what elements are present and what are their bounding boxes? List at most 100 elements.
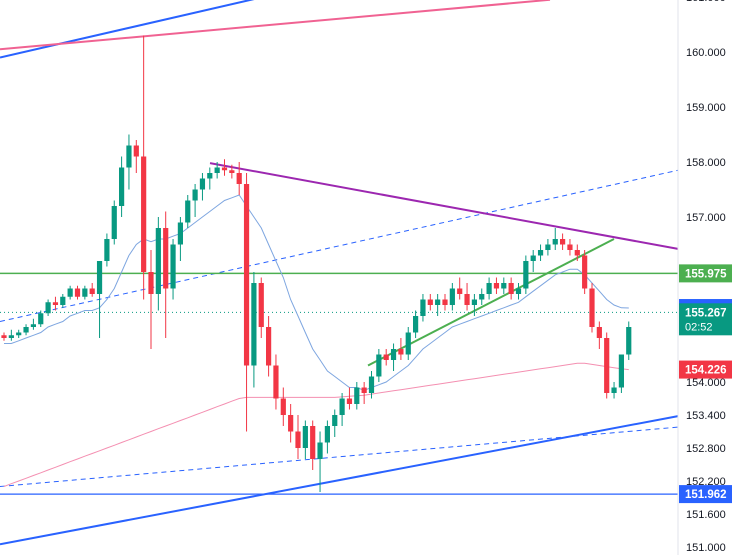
candle-body xyxy=(119,167,125,206)
candle-body xyxy=(515,288,522,294)
candle xyxy=(361,382,367,404)
candle-body xyxy=(273,365,279,399)
candle-body xyxy=(582,255,588,289)
y-tick-label: 157.000 xyxy=(686,212,726,224)
candle xyxy=(8,329,14,341)
candle xyxy=(523,255,529,294)
candle xyxy=(354,382,360,410)
candle-body xyxy=(457,288,463,294)
candle xyxy=(67,285,73,300)
level-badge-label: 151.962 xyxy=(685,489,727,501)
candle-body xyxy=(82,288,88,297)
candle-body xyxy=(30,324,36,327)
candle xyxy=(324,420,330,454)
candle-body xyxy=(23,327,29,333)
trendline-blue-lower[interactable] xyxy=(0,415,679,546)
candle-body xyxy=(545,244,551,250)
candle-body xyxy=(8,335,14,338)
candle-body xyxy=(280,398,286,415)
candle-body xyxy=(339,398,345,415)
candle-body xyxy=(604,338,610,393)
candle-body xyxy=(354,387,360,404)
candle xyxy=(479,288,485,305)
candle-body xyxy=(501,283,507,289)
candle-body xyxy=(361,387,367,393)
candle xyxy=(133,140,139,173)
candle-body xyxy=(574,250,580,256)
candle-body xyxy=(376,354,382,377)
candle-body xyxy=(52,302,59,305)
candle-body xyxy=(567,244,573,250)
candle xyxy=(515,283,522,300)
candle-body xyxy=(508,283,514,294)
candle-body xyxy=(471,299,477,305)
candle-body xyxy=(405,332,411,355)
candle-body xyxy=(479,294,485,300)
candle xyxy=(604,332,610,399)
candle-body xyxy=(45,302,51,314)
candle xyxy=(243,173,250,432)
y-tick-label: 153.400 xyxy=(686,410,726,422)
candle xyxy=(457,277,463,300)
candle xyxy=(618,354,624,393)
y-tick-label: 161.000 xyxy=(686,0,726,4)
candle xyxy=(332,409,338,437)
candle-body xyxy=(618,354,624,388)
channel-dashed-upper[interactable] xyxy=(0,169,679,322)
candle-body xyxy=(89,288,95,294)
candle xyxy=(390,343,397,371)
candle xyxy=(471,294,477,316)
trendline-pink-upper[interactable] xyxy=(0,0,551,51)
candle xyxy=(221,159,228,176)
candle-body xyxy=(589,288,595,327)
candle xyxy=(126,134,132,190)
y-tick-label: 151.000 xyxy=(686,542,726,554)
candle xyxy=(23,324,29,336)
candle-body xyxy=(324,426,330,443)
candle-body xyxy=(552,239,558,245)
y-tick-label: 159.000 xyxy=(686,102,726,114)
candle-body xyxy=(523,261,529,289)
candle-body xyxy=(486,283,492,294)
candle xyxy=(207,167,213,190)
candle xyxy=(266,316,272,377)
candle xyxy=(596,321,602,349)
candle-body xyxy=(192,189,198,201)
y-tick-label: 152.200 xyxy=(686,476,726,488)
current-price-label: 155.267 xyxy=(685,307,727,319)
candle xyxy=(368,371,375,399)
candle-body xyxy=(1,335,7,338)
candle xyxy=(192,184,198,217)
candle xyxy=(163,211,169,338)
trendline-purple-resistance[interactable] xyxy=(209,162,679,250)
candle-body xyxy=(170,244,176,289)
y-tick-label: 154.000 xyxy=(686,377,726,389)
candle xyxy=(30,318,36,330)
candles-layer xyxy=(1,35,632,492)
trendlines-layer xyxy=(0,0,679,546)
candle-body xyxy=(96,261,103,294)
candle xyxy=(486,277,492,300)
candle-body xyxy=(141,156,147,272)
candle-body xyxy=(596,327,602,338)
candle-body xyxy=(295,431,301,448)
candle xyxy=(442,294,448,311)
candle xyxy=(493,277,500,294)
candle-body xyxy=(133,145,139,157)
candle xyxy=(464,283,470,311)
candle-body xyxy=(368,376,375,393)
candle xyxy=(295,415,301,459)
candle-body xyxy=(155,228,161,294)
candle-body xyxy=(420,299,426,316)
candle xyxy=(427,294,433,311)
candle-body xyxy=(236,173,242,184)
candle xyxy=(148,250,154,349)
candle xyxy=(155,217,161,311)
trendline-blue-upper[interactable] xyxy=(0,0,275,59)
candle-body xyxy=(16,332,22,336)
candle xyxy=(60,294,66,308)
candle xyxy=(141,35,147,300)
candle-body xyxy=(398,349,404,355)
candle xyxy=(236,162,242,195)
